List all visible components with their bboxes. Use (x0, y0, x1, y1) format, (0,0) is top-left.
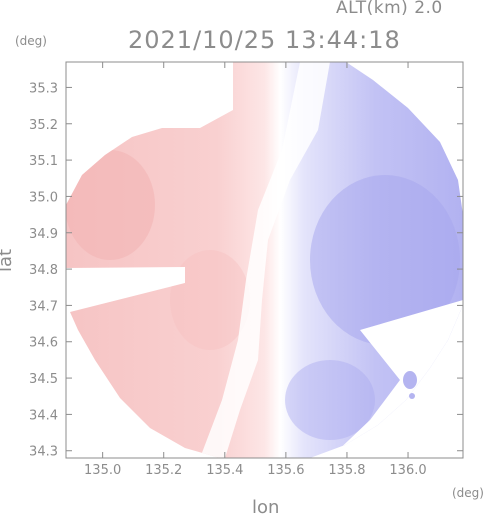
plot-frame (65, 61, 464, 459)
x-tick-label: 135.0 (84, 463, 121, 478)
y-tick-label: 34.9 (29, 227, 58, 242)
y-tick-label: 35.0 (29, 190, 58, 205)
x-axis-unit: (deg) (452, 486, 484, 500)
x-tick-label: 135.2 (145, 463, 182, 478)
y-tick-label: 35.1 (29, 154, 58, 169)
x-tick-label: 135.6 (267, 463, 304, 478)
y-tick-label: 35.3 (29, 81, 58, 96)
axis-ticks: 135.0 135.2 135.4 135.6 135.8 136.0 35.3 35.2 35… (29, 62, 463, 478)
y-tick-label: 34.5 (29, 372, 58, 387)
altitude-label: ALT(km) 2.0 (336, 0, 443, 18)
y-tick-label: 35.2 (29, 118, 58, 133)
y-tick-label: 34.4 (29, 408, 58, 423)
timestamp-title: 2021/10/25 13:44:18 (128, 26, 401, 54)
x-axis-label: lon (252, 497, 280, 518)
y-tick-label: 34.7 (29, 299, 58, 314)
y-tick-label: 34.3 (29, 445, 58, 460)
x-tick-label: 135.8 (328, 463, 365, 478)
x-tick-label: 135.4 (206, 463, 243, 478)
y-tick-label: 34.8 (29, 263, 58, 278)
y-tick-label: 34.6 (29, 336, 58, 351)
radar-echo-field (66, 62, 463, 458)
x-tick-label: 136.0 (389, 463, 426, 478)
y-axis-unit: (deg) (15, 34, 47, 48)
